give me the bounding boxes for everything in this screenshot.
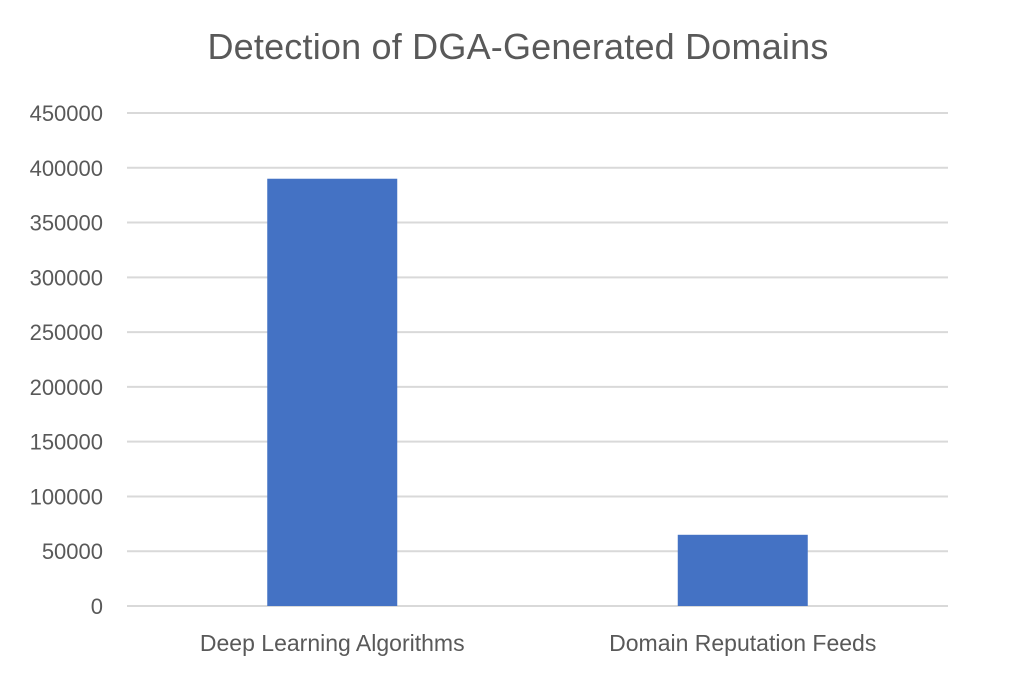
y-tick-label-150000: 150000: [30, 430, 103, 455]
x-category-label-deep-learning-algorithms: Deep Learning Algorithms: [200, 630, 465, 656]
y-tick-label-100000: 100000: [30, 484, 103, 509]
y-tick-label-450000: 450000: [30, 101, 103, 126]
y-tick-label-350000: 350000: [30, 211, 103, 236]
y-tick-label-200000: 200000: [30, 375, 103, 400]
y-tick-label-50000: 50000: [42, 539, 103, 564]
x-category-label-domain-reputation-feeds: Domain Reputation Feeds: [609, 630, 876, 656]
y-tick-label-0: 0: [91, 594, 103, 619]
chart-title: Detection of DGA-Generated Domains: [207, 26, 829, 67]
y-tick-label-300000: 300000: [30, 265, 103, 290]
y-tick-label-400000: 400000: [30, 156, 103, 181]
bar-domain-reputation-feeds: [677, 534, 808, 606]
y-tick-label-250000: 250000: [30, 320, 103, 345]
bar-deep-learning-algorithms: [267, 178, 398, 606]
